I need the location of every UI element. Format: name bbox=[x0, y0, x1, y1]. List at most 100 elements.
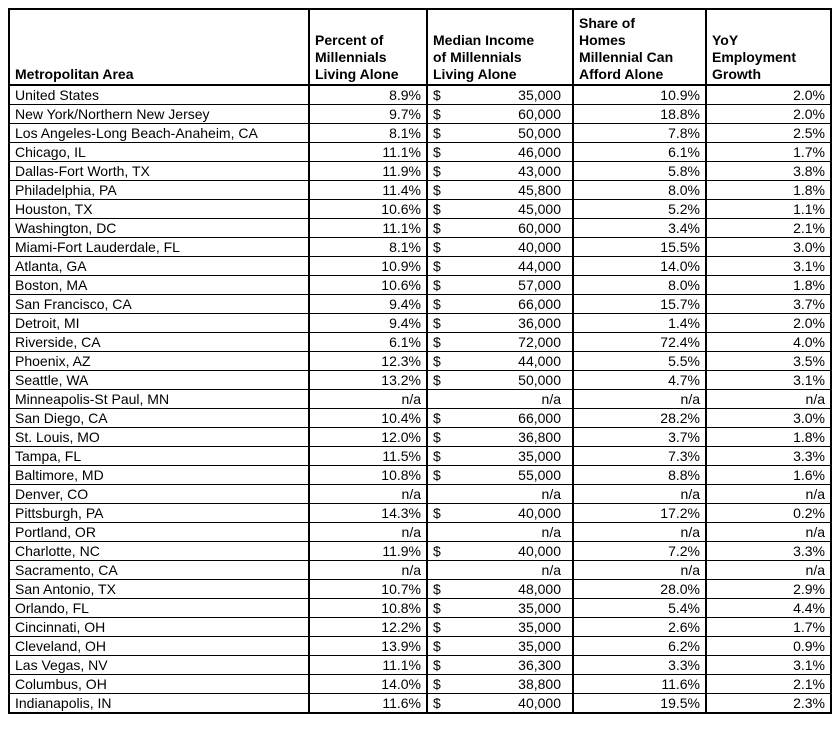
percent-living-alone-cell: 12.3% bbox=[308, 351, 428, 371]
income-value: 45,800 bbox=[518, 182, 561, 198]
income-value: 55,000 bbox=[518, 467, 561, 483]
yoy-growth-cell: 4.0% bbox=[705, 332, 832, 352]
percent-living-alone-cell: n/a bbox=[308, 522, 428, 542]
percent-living-alone-cell: 9.4% bbox=[308, 313, 428, 333]
median-income-cell: $57,000 bbox=[426, 275, 574, 295]
median-income-cell: $45,800 bbox=[426, 180, 574, 200]
percent-living-alone-cell: 10.6% bbox=[308, 275, 428, 295]
percent-living-alone-cell: n/a bbox=[308, 389, 428, 409]
table-row: San Francisco, CA 9.4% $66,000 15.7% 3.7… bbox=[8, 294, 832, 314]
metro-area-cell: Miami-Fort Lauderdale, FL bbox=[8, 237, 310, 257]
table-row: Houston, TX 10.6% $45,000 5.2% 1.1% bbox=[8, 199, 832, 219]
percent-living-alone-cell: 11.4% bbox=[308, 180, 428, 200]
share-afford-cell: 72.4% bbox=[572, 332, 707, 352]
yoy-growth-cell: 3.0% bbox=[705, 408, 832, 428]
yoy-growth-cell: 1.8% bbox=[705, 275, 832, 295]
percent-living-alone-cell: 14.0% bbox=[308, 674, 428, 694]
currency-symbol: $ bbox=[433, 448, 441, 464]
share-afford-cell: 8.8% bbox=[572, 465, 707, 485]
percent-living-alone-cell: n/a bbox=[308, 560, 428, 580]
percent-living-alone-cell: 9.4% bbox=[308, 294, 428, 314]
col-header-median-income: Median Income of Millennials Living Alon… bbox=[426, 8, 574, 86]
share-afford-cell: 15.5% bbox=[572, 237, 707, 257]
table-row: Denver, CO n/a n/a n/a n/a bbox=[8, 484, 832, 504]
metro-area-cell: Chicago, IL bbox=[8, 142, 310, 162]
yoy-growth-cell: 2.9% bbox=[705, 579, 832, 599]
yoy-growth-cell: 2.0% bbox=[705, 104, 832, 124]
metro-area-cell: United States bbox=[8, 84, 310, 105]
metro-area-cell: Sacramento, CA bbox=[8, 560, 310, 580]
yoy-growth-cell: 3.1% bbox=[705, 655, 832, 675]
share-afford-cell: 15.7% bbox=[572, 294, 707, 314]
median-income-cell: $40,000 bbox=[426, 693, 574, 714]
income-value: 35,000 bbox=[518, 638, 561, 654]
median-income-cell: n/a bbox=[426, 389, 574, 409]
percent-living-alone-cell: 6.1% bbox=[308, 332, 428, 352]
median-income-cell: $46,000 bbox=[426, 142, 574, 162]
income-value: 40,000 bbox=[518, 695, 561, 711]
yoy-growth-cell: 0.9% bbox=[705, 636, 832, 656]
yoy-growth-cell: n/a bbox=[705, 389, 832, 409]
income-value: 48,000 bbox=[518, 581, 561, 597]
yoy-growth-cell: 1.6% bbox=[705, 465, 832, 485]
share-afford-cell: 18.8% bbox=[572, 104, 707, 124]
share-afford-cell: 7.8% bbox=[572, 123, 707, 143]
metro-area-cell: Denver, CO bbox=[8, 484, 310, 504]
percent-living-alone-cell: 11.6% bbox=[308, 693, 428, 714]
currency-symbol: $ bbox=[433, 353, 441, 369]
yoy-growth-cell: 3.8% bbox=[705, 161, 832, 181]
yoy-growth-cell: 2.5% bbox=[705, 123, 832, 143]
share-afford-cell: 14.0% bbox=[572, 256, 707, 276]
median-income-cell: $40,000 bbox=[426, 541, 574, 561]
percent-living-alone-cell: 13.2% bbox=[308, 370, 428, 390]
income-value: n/a bbox=[541, 486, 561, 502]
currency-symbol: $ bbox=[433, 296, 441, 312]
metro-area-cell: Washington, DC bbox=[8, 218, 310, 238]
table-row: Cincinnati, OH 12.2% $35,000 2.6% 1.7% bbox=[8, 617, 832, 637]
metro-area-cell: New York/Northern New Jersey bbox=[8, 104, 310, 124]
currency-symbol: $ bbox=[433, 600, 441, 616]
yoy-growth-cell: n/a bbox=[705, 560, 832, 580]
currency-symbol: $ bbox=[433, 258, 441, 274]
table-row: San Diego, CA 10.4% $66,000 28.2% 3.0% bbox=[8, 408, 832, 428]
percent-living-alone-cell: 10.6% bbox=[308, 199, 428, 219]
yoy-growth-cell: 2.0% bbox=[705, 313, 832, 333]
share-afford-cell: 3.4% bbox=[572, 218, 707, 238]
share-afford-cell: 3.3% bbox=[572, 655, 707, 675]
percent-living-alone-cell: 9.7% bbox=[308, 104, 428, 124]
metro-area-cell: Pittsburgh, PA bbox=[8, 503, 310, 523]
table-row: Los Angeles-Long Beach-Anaheim, CA 8.1% … bbox=[8, 123, 832, 143]
share-afford-cell: 8.0% bbox=[572, 180, 707, 200]
table-row: Philadelphia, PA 11.4% $45,800 8.0% 1.8% bbox=[8, 180, 832, 200]
median-income-cell: $35,000 bbox=[426, 446, 574, 466]
income-value: 36,000 bbox=[518, 315, 561, 331]
currency-symbol: $ bbox=[433, 695, 441, 711]
table-row: Columbus, OH 14.0% $38,800 11.6% 2.1% bbox=[8, 674, 832, 694]
percent-living-alone-cell: 10.8% bbox=[308, 465, 428, 485]
metro-area-cell: Orlando, FL bbox=[8, 598, 310, 618]
median-income-cell: $44,000 bbox=[426, 351, 574, 371]
median-income-cell: $40,000 bbox=[426, 237, 574, 257]
yoy-growth-cell: 2.1% bbox=[705, 674, 832, 694]
metro-area-cell: Las Vegas, NV bbox=[8, 655, 310, 675]
table-row: San Antonio, TX 10.7% $48,000 28.0% 2.9% bbox=[8, 579, 832, 599]
yoy-growth-cell: 3.5% bbox=[705, 351, 832, 371]
yoy-growth-cell: 3.7% bbox=[705, 294, 832, 314]
col-header-percent-living-alone: Percent of Millennials Living Alone bbox=[308, 8, 428, 86]
median-income-cell: $72,000 bbox=[426, 332, 574, 352]
share-afford-cell: n/a bbox=[572, 389, 707, 409]
yoy-growth-cell: 1.1% bbox=[705, 199, 832, 219]
income-value: 35,000 bbox=[518, 619, 561, 635]
median-income-cell: $60,000 bbox=[426, 218, 574, 238]
yoy-growth-cell: 0.2% bbox=[705, 503, 832, 523]
currency-symbol: $ bbox=[433, 543, 441, 559]
percent-living-alone-cell: 11.1% bbox=[308, 142, 428, 162]
income-value: 60,000 bbox=[518, 220, 561, 236]
table-body: United States 8.9% $35,000 10.9% 2.0% Ne… bbox=[8, 84, 832, 714]
income-value: 60,000 bbox=[518, 106, 561, 122]
income-value: 36,800 bbox=[518, 429, 561, 445]
yoy-growth-cell: 3.3% bbox=[705, 446, 832, 466]
metro-area-cell: Riverside, CA bbox=[8, 332, 310, 352]
currency-symbol: $ bbox=[433, 106, 441, 122]
share-afford-cell: 19.5% bbox=[572, 693, 707, 714]
